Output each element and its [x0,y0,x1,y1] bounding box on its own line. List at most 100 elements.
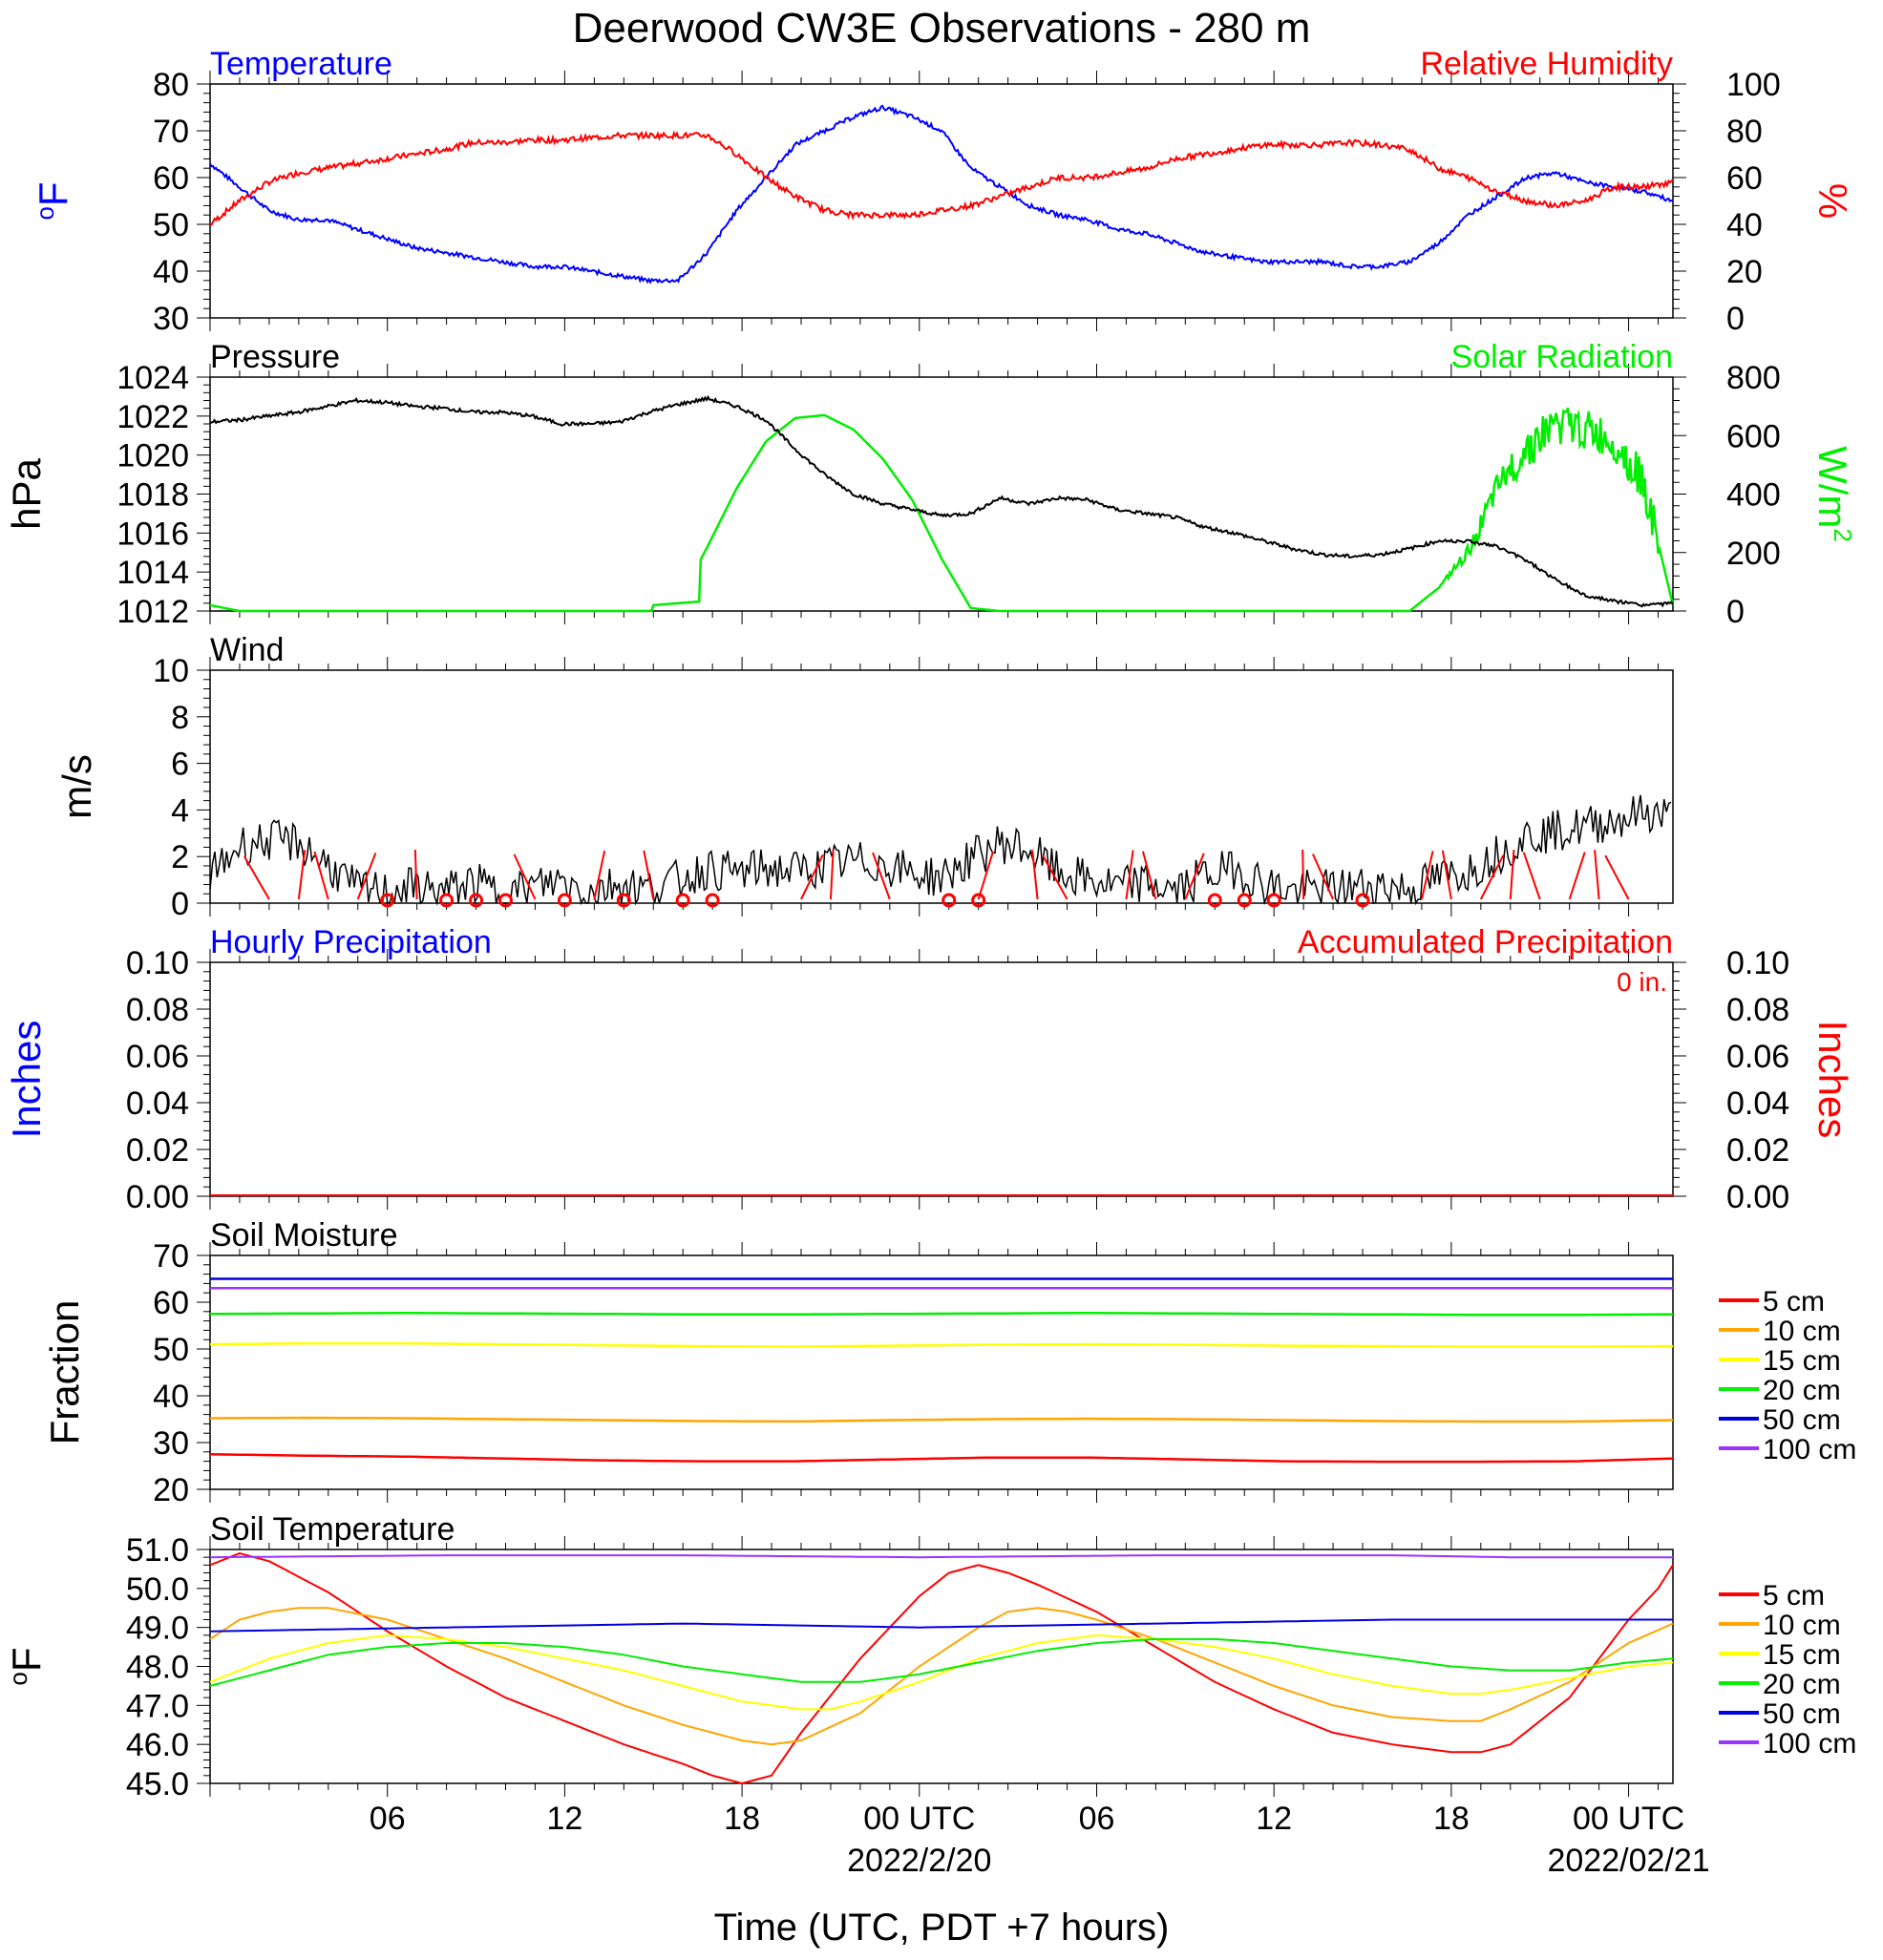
calm-wind-marker [1355,893,1370,908]
temp-ytick-label: 80 [153,67,189,103]
soil-temp-ytick-label: 49.0 [126,1611,189,1647]
precip-hourly-ytick-label: 0.00 [126,1179,189,1215]
solar-ytick-label: 600 [1726,418,1781,454]
rh-ytick-label: 80 [1726,114,1763,150]
wind-barb [297,850,307,900]
soil-moisture-ytick-label: 30 [153,1425,189,1462]
calm-wind-marker [705,893,720,908]
pressure-ytick-label: 1020 [116,438,189,474]
panel1-frame [209,83,1674,319]
soil-moisture-ytick-label: 40 [153,1379,189,1415]
solar-ytick-label: 800 [1726,360,1781,396]
wind-barb [1125,850,1134,900]
series-pressure [209,394,1674,608]
wind-barb [1479,854,1505,900]
rh-ytick-label: 100 [1726,67,1781,103]
wind-ytick-label: 6 [171,747,189,783]
series-temperature [209,104,1673,285]
pressure-title: Pressure [210,339,340,375]
temp-ytick-label: 60 [153,160,189,197]
calm-wind-marker [971,893,986,908]
rh-ytick-label: 60 [1726,160,1763,197]
soil-moisture-legend-label: 100 cm [1763,1434,1856,1465]
calm-wind-marker [942,893,957,908]
x-tick-label: 18 [1433,1801,1470,1837]
hourly-precip-unit-label: Inches [4,1021,49,1139]
precip-accum-ytick-label: 0.04 [1726,1085,1789,1122]
solar-ytick-label: 200 [1726,536,1781,572]
calm-wind-marker [1207,893,1222,908]
series-soil-temperature-15cm [209,1633,1674,1711]
wind-barb [1301,849,1305,900]
soil-moisture-legend-label: 5 cm [1763,1286,1825,1317]
wind-barb [513,854,537,900]
series-soil-temperature-20cm [209,1637,1674,1687]
x-date-label: 2022/2/20 [847,1843,991,1879]
x-tick-label: 12 [546,1801,582,1837]
soil-moisture-ytick-label: 20 [153,1472,189,1508]
series-soil-temperature-100cm [209,1554,1673,1559]
pressure-ytick-label: 1012 [116,594,189,630]
precip-accum-ytick-label: 0.10 [1726,945,1789,981]
calm-wind-marker [1237,893,1252,908]
humidity-unit-label: % [1810,183,1855,219]
temp-ytick-label: 70 [153,114,189,150]
wind-barb [1141,851,1157,900]
wind-barb [643,850,655,900]
soil-moisture-ytick-label: 60 [153,1285,189,1321]
soil-temp-ytick-label: 46.0 [126,1727,189,1763]
wind-barb [1042,855,1068,900]
precip-hourly-ytick-label: 0.08 [126,992,189,1028]
panel3-frame [209,669,1674,904]
x-tick-label: 06 [370,1801,406,1837]
precip-hourly-ytick-label: 0.06 [126,1039,189,1075]
humidity-title: Relative Humidity [1420,46,1673,82]
pressure-ytick-label: 1024 [116,360,189,396]
chart-title: Deerwood CW3E Observations - 280 m [573,5,1311,52]
soil-moisture-legend-label: 10 cm [1763,1316,1841,1347]
soil-temperature-title: Soil Temperature [210,1511,455,1548]
soil-moisture-legend-label: 15 cm [1763,1345,1841,1377]
solar-unit-label: W/m2 [1810,446,1857,542]
wind-barb [413,849,418,900]
panel2-frame [209,376,1674,612]
panel4-frame [209,961,1674,1197]
calm-wind-marker [557,893,572,908]
soil-temp-ytick-label: 48.0 [126,1650,189,1686]
series-soil-moisture-15cm [209,1341,1673,1348]
calm-wind-marker [380,893,395,908]
accum-precip-unit-label: Inches [1810,1021,1855,1139]
rh-ytick-label: 40 [1726,207,1763,243]
precip-hourly-ytick-label: 0.02 [126,1132,189,1169]
wind-barb [243,855,270,900]
wind-ytick-label: 8 [171,700,189,736]
x-tick-label: 00 UTC [1573,1801,1684,1837]
accum-precip-title: Accumulated Precipitation [1298,924,1673,960]
soil-temp-ytick-label: 50.0 [126,1571,189,1608]
series-relative-humidity [209,130,1674,226]
soil-moisture-unit-label: Fraction [42,1300,87,1445]
calm-wind-marker [1266,893,1281,908]
series-soil-moisture-5cm [209,1453,1674,1464]
soil-moisture-legend-label: 20 cm [1763,1375,1841,1406]
wind-barb [313,851,329,900]
soil-temperature-legend-label: 5 cm [1763,1580,1825,1612]
wind-barb [1031,850,1039,900]
soil-temp-ytick-label: 51.0 [126,1532,189,1569]
calm-wind-marker [497,893,513,908]
wind-barb [593,850,606,900]
wind-barb [1594,850,1600,900]
panel-temperature-humidity: 30 40 50 60 70 80 0 20 40 60 80 100 Temperature Relat… [31,46,1855,337]
soil-moisture-ytick-label: 70 [153,1238,189,1275]
solar-title: Solar Radiation [1451,339,1673,375]
precip-accum-ytick-label: 0.00 [1726,1179,1789,1215]
series-soil-temperature-50cm [209,1618,1673,1633]
temp-ytick-label: 40 [153,254,189,290]
series-soil-temperature-5cm [209,1552,1674,1785]
soil-temperature-legend-label: 20 cm [1763,1669,1841,1700]
wind-title: Wind [210,632,284,668]
panel5-frame [209,1254,1674,1490]
wind-barb [829,850,835,900]
panel-soil-moisture: 20 30 40 50 60 70 Soil Moisture Fraction 5 cm10 … [42,1217,1856,1508]
